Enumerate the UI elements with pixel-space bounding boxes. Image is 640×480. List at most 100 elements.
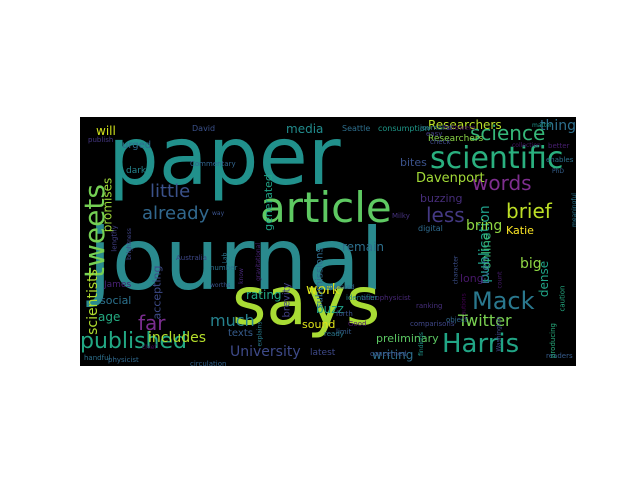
cloud-word: accepting [150,265,164,320]
cloud-word: work [306,282,340,298]
cloud-word: way [212,210,225,217]
cloud-word: gravitational [255,242,263,282]
cloud-word: dark [126,166,147,176]
cloud-word: preliminary [376,332,439,345]
cloud-word: ready [324,330,344,338]
cloud-word: PhD [552,168,565,175]
cloud-word: bring [466,218,503,234]
cloud-word: buzzing [420,192,463,205]
cloud-word: caution [558,285,567,312]
cloud-word: brightness [125,228,133,260]
cloud-word: comparisons [410,320,455,328]
cloud-word: appeared [326,284,355,291]
cloud-word: writing [372,348,414,362]
cloud-word: journal [88,210,384,310]
cloud-word: Good [348,320,367,328]
cloud-word: remain [342,240,385,254]
cloud-word: findings [417,332,425,356]
cloud-word: Researchers [428,134,484,144]
cloud-word: Seattle [342,124,371,133]
cloud-word: count [496,271,504,289]
cloud-word: age [98,310,121,324]
cloud-word: scientific [430,141,564,176]
cloud-word: little [150,181,191,202]
cloud-word: worths [210,282,231,289]
cloud-word: know [237,268,245,284]
cloud-word: producing [549,322,558,359]
cloud-word: better [548,142,570,150]
cloud-word: forth [336,310,353,318]
cloud-word: cautions [460,293,468,319]
word-cloud: journalpapersaysarticleideasscientificHa… [80,117,576,366]
cloud-word: meaningful [570,193,576,227]
cloud-word: words [472,171,532,195]
cloud-word: long [460,272,484,285]
cloud-word: handful [84,354,111,362]
cloud-word: readers [546,352,573,360]
cloud-word: Researchers [428,118,502,132]
cloud-word: digital [418,224,443,233]
cloud-word: Milky [392,212,410,220]
cloud-word: scientists [84,269,101,335]
cloud-word: big [520,256,542,272]
cloud-word: easy [426,130,443,138]
cloud-word: promises [100,177,115,233]
cloud-word: James [104,280,132,290]
cloud-word: number [210,264,238,272]
cloud-word: Australia [176,254,207,262]
cloud-word: Katie [506,224,534,237]
cloud-word: limit [336,328,352,336]
cloud-word: science [470,121,546,145]
cloud-word: media [286,122,324,136]
cloud-word: explains [256,321,264,347]
cloud-word: consumption [378,124,430,133]
cloud-word: generated [261,174,275,231]
cloud-word: check [430,138,451,146]
cloud-word: published [80,329,188,354]
cloud-word: University [230,344,301,360]
cloud-word: sound [302,318,336,331]
cloud-word: rating [246,288,282,302]
cloud-word: identifier [346,294,378,302]
cloud-word: ranking [416,302,443,310]
cloud-word: Lab [221,252,229,264]
cloud-word: matter [532,122,553,129]
cloud-word: Harris [442,329,520,359]
cloud-word: social [100,294,132,307]
cloud-word: latest [310,348,336,358]
cloud-word: will [96,124,116,138]
cloud-word: submissions [314,247,326,309]
cloud-word: Davenport [416,171,485,186]
cloud-word: brevity [281,282,293,318]
cloud-word: says [232,263,381,340]
cloud-word: texts [228,328,253,339]
cloud-word: much [210,311,255,330]
cloud-word: already [142,203,210,224]
cloud-word: Twitter [458,311,512,330]
cloud-word: lengthy [110,225,119,252]
cloud-word: things [540,118,576,134]
cloud-word: character [452,255,460,285]
cloud-word: includes [148,330,207,346]
cloud-word: Mack [472,287,535,315]
cloud-word: astrophysicist [362,294,411,302]
cloud-word: collection [512,142,541,149]
cloud-word: bites [400,156,427,169]
cloud-word: publish [88,136,114,144]
cloud-word: enables [546,156,574,164]
cloud-word: circulation [190,360,227,367]
cloud-word: dense [537,260,552,298]
cloud-word: chief [142,344,157,351]
cloud-word: David [192,124,216,133]
cloud-word: brief [506,199,552,223]
cloud-word: urged [122,140,152,151]
cloud-word: Washington [495,316,503,352]
cloud-word: far [138,311,166,335]
cloud-word: physicist [108,356,139,364]
cloud-word: concerned [370,350,407,358]
cloud-word: object [446,316,468,324]
cloud-word: less [426,203,465,227]
cloud-word: article [260,183,392,232]
cloud-word: journalist [420,124,453,132]
cloud-word: buzz [316,302,344,316]
